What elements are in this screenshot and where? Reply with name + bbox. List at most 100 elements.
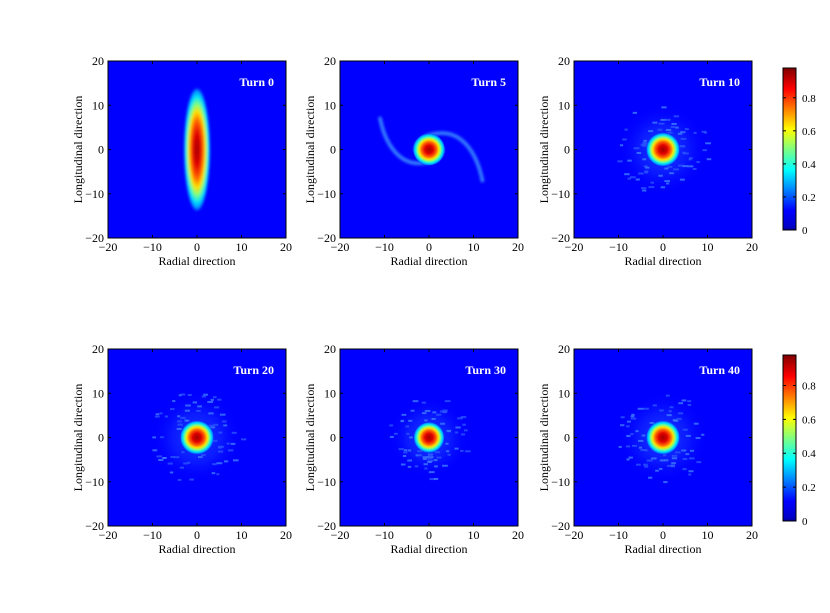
halo-speckle (178, 394, 182, 397)
halo-speckle (164, 415, 168, 418)
halo-speckle (643, 139, 647, 142)
beam-core (179, 420, 215, 455)
halo-speckle (177, 423, 183, 426)
x-axis-label: Radial direction (159, 254, 236, 268)
halo-speckle (389, 424, 394, 427)
halo-speckle (180, 393, 186, 396)
y-axis-label: Longitudinal direction (71, 384, 85, 492)
halo-speckle (434, 451, 441, 454)
halo-speckle (455, 426, 461, 429)
halo-speckle (660, 186, 666, 189)
halo-speckle (427, 457, 433, 460)
y-axis-label: Longitudinal direction (71, 96, 85, 204)
halo-speckle (198, 456, 203, 459)
y-tick-label: −20 (85, 231, 104, 245)
halo-speckle (649, 421, 655, 424)
x-tick-label: 20 (746, 528, 758, 542)
halo-speckle (658, 122, 665, 125)
halo-speckle (454, 447, 459, 450)
halo-speckle (671, 122, 677, 125)
halo-speckle (200, 454, 206, 457)
halo-speckle (706, 158, 712, 161)
halo-speckle (629, 176, 636, 179)
halo-speckle (400, 420, 404, 423)
y-tick-label: 20 (92, 54, 104, 68)
halo-speckle (705, 142, 711, 145)
halo-speckle (630, 415, 635, 418)
halo-speckle (663, 459, 669, 462)
halo-speckle (184, 409, 190, 412)
halo-speckle (218, 431, 223, 434)
halo-speckle (226, 442, 230, 445)
y-tick-label: −20 (85, 519, 104, 533)
halo-speckle (617, 160, 623, 163)
halo-speckle (688, 473, 692, 476)
halo-speckle (682, 151, 686, 154)
halo-speckle (665, 128, 672, 131)
x-tick-label: 20 (280, 240, 292, 254)
halo-speckle (640, 448, 646, 451)
halo-speckle (659, 409, 664, 412)
y-axis-label: Longitudinal direction (537, 384, 551, 492)
halo-speckle (642, 141, 647, 144)
halo-speckle (652, 404, 657, 407)
halo-speckle (439, 410, 444, 413)
halo-speckle (400, 463, 406, 466)
halo-speckle (156, 455, 163, 458)
halo-speckle (436, 413, 442, 416)
halo-speckle (675, 451, 681, 454)
halo-speckle (186, 461, 191, 464)
halo-speckle (241, 438, 247, 441)
panel-4: −20 −10 0 10 20 −20 −10 0 10 20 Radial direction Lo… (71, 342, 292, 556)
halo-speckle (625, 445, 631, 448)
halo-speckle (427, 459, 434, 462)
x-tick-label: 10 (236, 240, 248, 254)
halo-speckle (412, 400, 419, 403)
x-tick-label: −20 (331, 528, 350, 542)
panel-title: Turn 30 (465, 363, 506, 377)
x-tick-label: 20 (512, 528, 524, 542)
y-tick-label: 10 (92, 386, 104, 400)
halo-speckle (227, 449, 234, 452)
halo-speckle (642, 189, 647, 192)
x-tick-label: 0 (426, 240, 432, 254)
halo-speckle (212, 439, 218, 442)
halo-speckle (402, 455, 407, 458)
halo-speckle (212, 396, 217, 399)
halo-speckle (424, 409, 431, 412)
halo-speckle (207, 400, 214, 403)
x-tick-label: 10 (236, 528, 248, 542)
halo-speckle (460, 449, 464, 452)
halo-speckle (679, 145, 685, 148)
x-tick-label: 0 (426, 528, 432, 542)
colorbar-tick-label: 0 (802, 225, 808, 237)
halo-speckle (160, 436, 164, 439)
halo-speckle (635, 430, 639, 433)
halo-speckle (671, 462, 676, 465)
halo-speckle (628, 456, 633, 459)
halo-speckle (433, 459, 438, 462)
halo-speckle (626, 425, 630, 428)
y-tick-label: 0 (98, 143, 104, 157)
halo-speckle (696, 461, 702, 464)
y-axis-label: Longitudinal direction (537, 96, 551, 204)
x-tick-label: 10 (702, 240, 714, 254)
halo-speckle (446, 450, 450, 453)
halo-speckle (421, 412, 427, 415)
x-tick-label: −20 (565, 240, 584, 254)
colorbar-tick-label: 0 (802, 516, 808, 528)
halo-speckle (196, 409, 201, 412)
halo-speckle (638, 439, 644, 442)
halo-speckle (447, 453, 451, 456)
halo-speckle (657, 128, 663, 131)
halo-speckle (208, 424, 215, 427)
halo-speckle (169, 471, 174, 474)
halo-speckle (431, 417, 436, 420)
x-tick-label: 20 (280, 528, 292, 542)
halo-speckle (637, 407, 644, 410)
panel-title: Turn 5 (471, 75, 506, 89)
halo-speckle (177, 478, 182, 481)
halo-speckle (181, 451, 185, 454)
halo-speckle (401, 413, 407, 416)
x-axis-label: Radial direction (625, 254, 702, 268)
